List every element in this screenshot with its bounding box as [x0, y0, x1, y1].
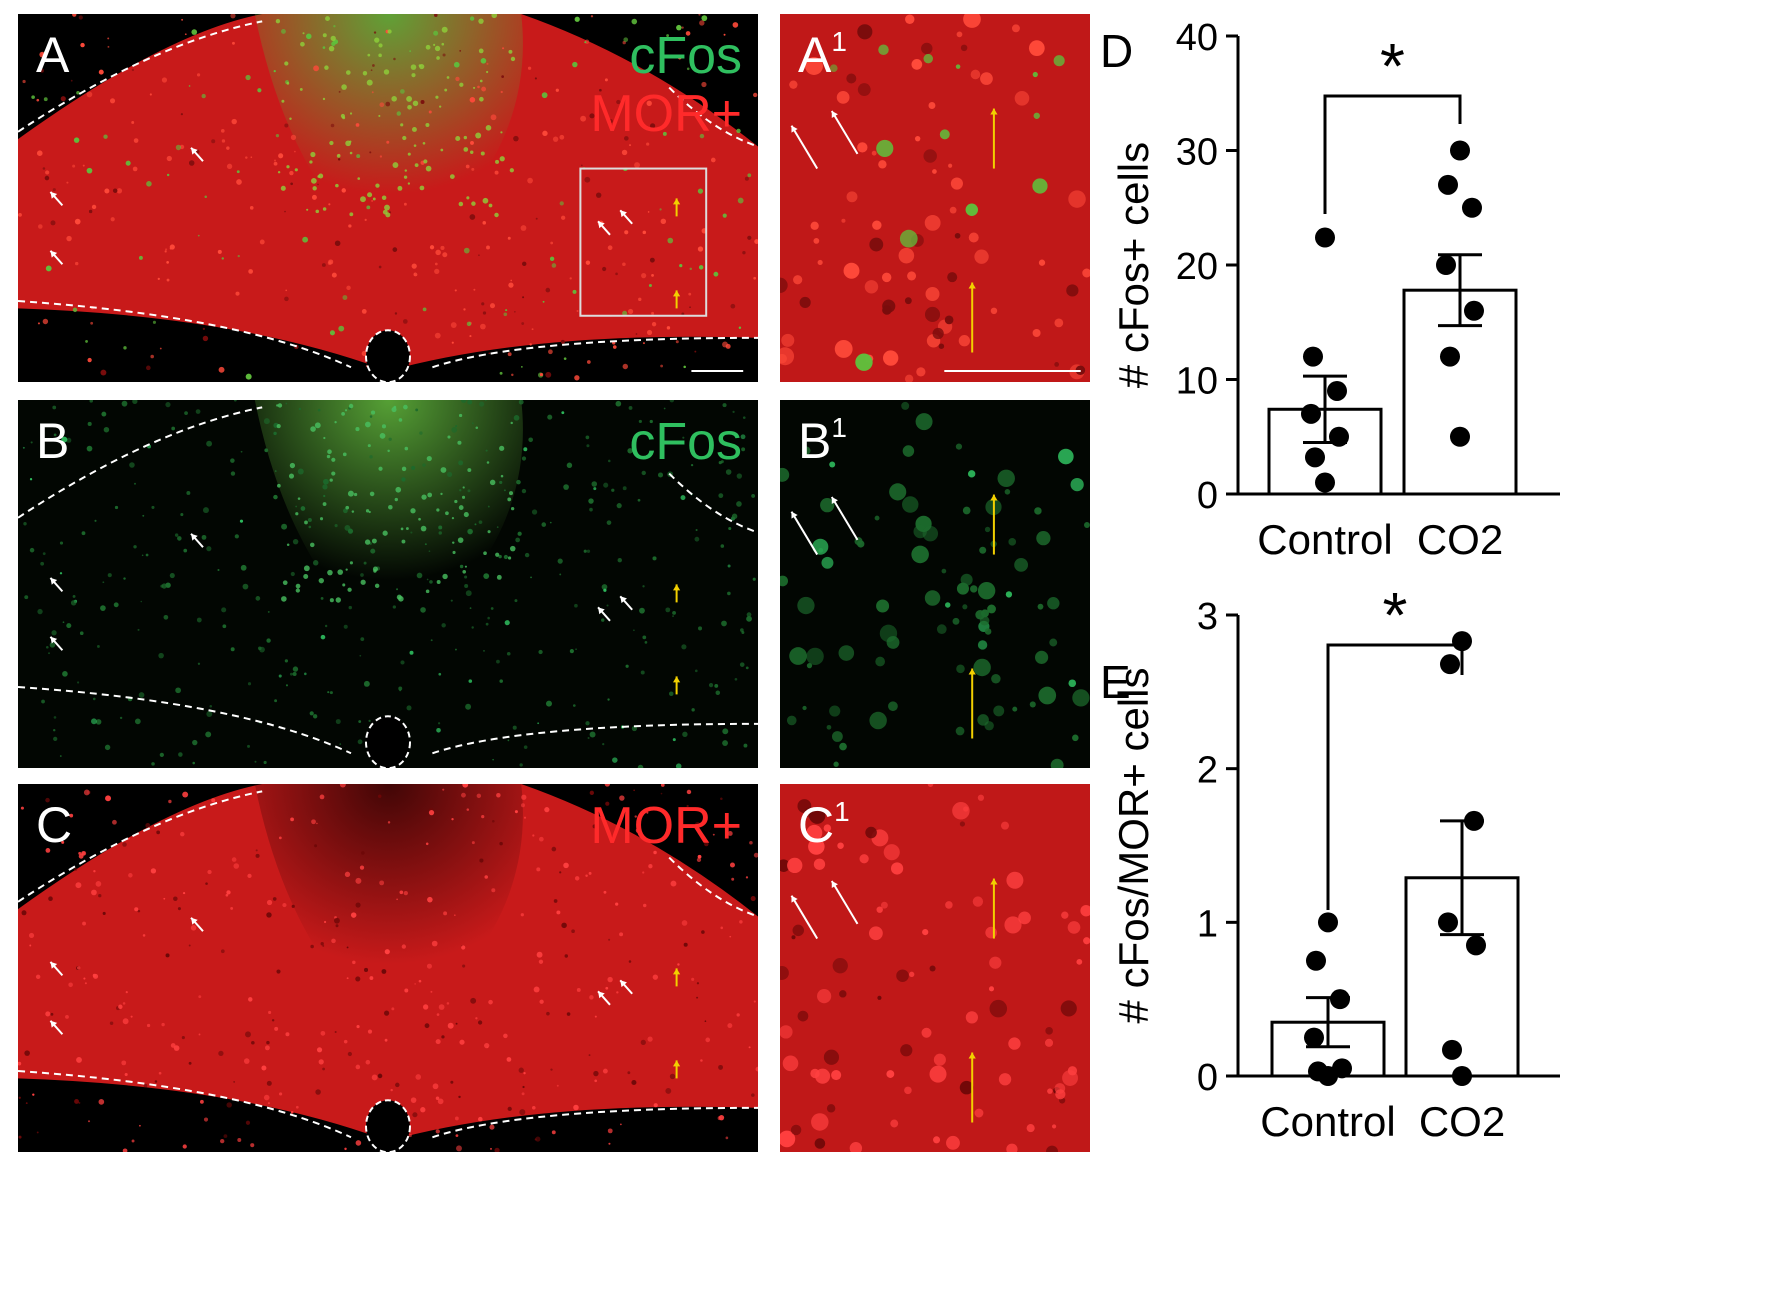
data-point	[1442, 1039, 1462, 1060]
panel-A1-merge-zoom-image: A1	[780, 14, 1090, 382]
data-point	[1327, 380, 1347, 401]
y-tick-label: 3	[1197, 596, 1218, 638]
data-point	[1304, 1027, 1324, 1048]
x-category-label: CO2	[1419, 1098, 1505, 1145]
panel-A-merge-image: A cFos MOR+	[18, 14, 758, 382]
tissue-section-cfos	[18, 400, 758, 768]
data-point	[1452, 1066, 1472, 1086]
data-point	[1436, 255, 1456, 275]
x-category-label: Control	[1257, 516, 1392, 563]
y-tick-label: 30	[1176, 132, 1218, 174]
tissue-section-merge	[18, 14, 758, 382]
cfos-channel-label: cFos	[629, 413, 742, 471]
data-point	[1462, 197, 1482, 218]
significance-bracket	[1323, 94, 1462, 214]
y-tick-label: 2	[1197, 750, 1218, 792]
data-point	[1318, 912, 1338, 933]
tissue-zoom-mor	[780, 784, 1090, 1152]
data-point	[1440, 654, 1460, 675]
tissue-zoom-merge	[780, 14, 1090, 382]
panel-A-label: A	[36, 27, 70, 83]
cfos-channel-label: cFos	[629, 27, 742, 85]
significance-star: *	[1380, 30, 1405, 102]
y-tick-label: 20	[1176, 246, 1218, 288]
y-tick-label: 40	[1176, 17, 1218, 59]
data-point	[1301, 403, 1321, 424]
y-axis-label: # cFos/MOR+ cells	[1110, 668, 1157, 1024]
panel-C-label: C	[36, 797, 73, 853]
data-point	[1464, 300, 1484, 321]
y-tick-label: 10	[1176, 361, 1218, 403]
panel-C1-label: C1	[798, 796, 850, 853]
mor-channel-label: MOR+	[590, 797, 742, 855]
panel-B-label: B	[36, 413, 70, 469]
y-tick-label: 0	[1197, 1057, 1218, 1099]
data-point	[1315, 227, 1335, 248]
data-point	[1466, 935, 1486, 956]
y-tick-label: 0	[1197, 475, 1218, 517]
panel-B1-cfos-zoom-image: B1	[780, 400, 1090, 768]
panel-C-mor-image: C MOR+	[18, 784, 758, 1152]
panel-E-label: E	[1100, 656, 1131, 708]
data-point	[1305, 447, 1325, 468]
data-point	[1464, 810, 1484, 831]
panel-A1-label: A1	[798, 26, 847, 83]
error-bar	[1438, 253, 1482, 328]
tissue-section-mor	[18, 784, 758, 1152]
tissue-zoom-cfos	[780, 400, 1090, 768]
data-point	[1438, 912, 1458, 933]
significance-bracket	[1326, 643, 1464, 910]
data-point	[1330, 989, 1350, 1010]
data-point	[1315, 472, 1335, 493]
data-point	[1440, 346, 1460, 367]
y-tick-label: 1	[1197, 903, 1218, 945]
data-point	[1450, 140, 1470, 161]
chart-E-cfos-mor-cells: 0 1 2 3 # cFos/MOR+ cells Control CO2 *	[1110, 579, 1560, 1145]
chart-D-cfos-cells: 0 10 20 30 40 # cFos+ cells Control CO2 *	[1110, 17, 1560, 563]
data-point	[1303, 346, 1323, 367]
x-category-label: CO2	[1417, 516, 1503, 563]
panel-D-label: D	[1100, 25, 1134, 77]
panel-B1-label: B1	[798, 412, 847, 469]
data-point	[1329, 426, 1349, 447]
panel-C1-mor-zoom-image: C1	[780, 784, 1090, 1152]
panel-B-cfos-image: B cFos	[18, 400, 758, 768]
significance-star: *	[1383, 579, 1408, 651]
data-point	[1450, 426, 1470, 447]
data-point	[1318, 1066, 1338, 1086]
data-point	[1438, 174, 1458, 195]
y-axis-label: # cFos+ cells	[1110, 142, 1157, 388]
data-point	[1306, 950, 1326, 971]
x-category-label: Control	[1260, 1098, 1395, 1145]
mor-channel-label: MOR+	[590, 85, 742, 143]
